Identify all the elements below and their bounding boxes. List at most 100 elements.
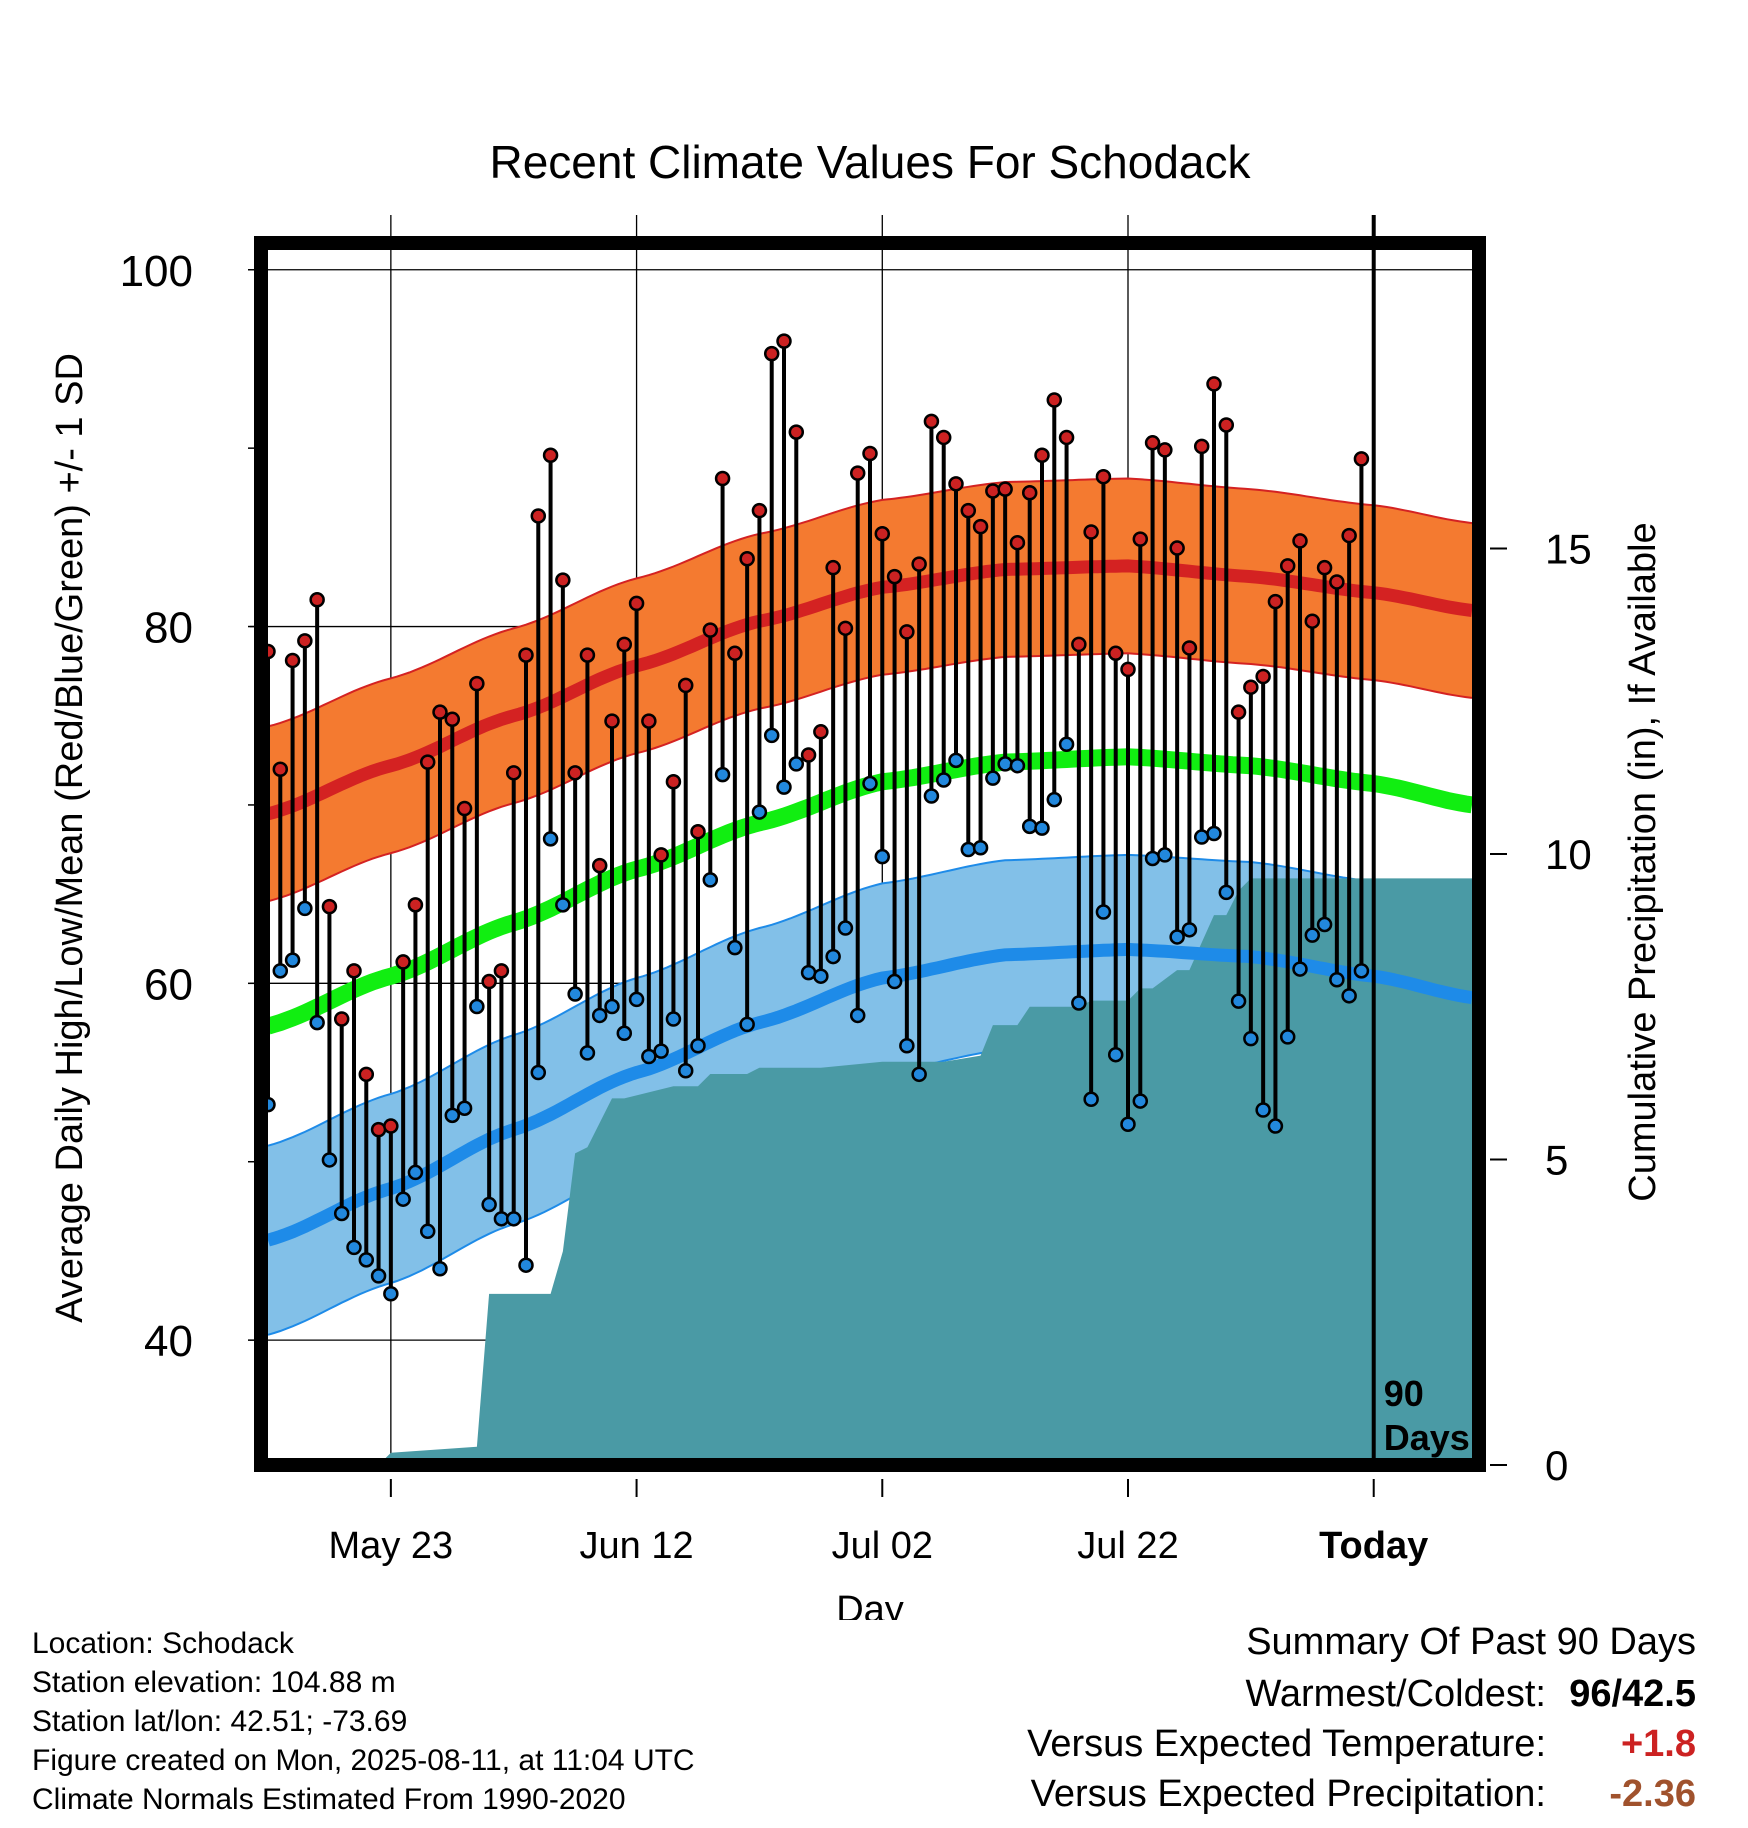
low-point	[948, 752, 964, 769]
low-point	[1046, 791, 1063, 808]
low-point	[1218, 884, 1235, 901]
low-point	[1304, 927, 1321, 943]
daily-observations	[260, 333, 1370, 1302]
summary-row-temperature: Versus Expected Temperature: +1.8	[1027, 1719, 1696, 1769]
high-point	[1341, 527, 1357, 544]
low-point	[886, 973, 903, 990]
high-sd-band	[268, 478, 1472, 902]
low-point	[333, 1205, 350, 1222]
low-point	[481, 1196, 497, 1213]
low-point	[960, 841, 977, 858]
high-point	[333, 1011, 350, 1027]
low-point	[1021, 818, 1038, 835]
low-point	[727, 939, 743, 956]
high-point	[1230, 704, 1247, 720]
high-point	[1353, 451, 1370, 467]
high-point	[481, 973, 497, 990]
low-point	[714, 766, 731, 783]
low-point	[653, 1043, 669, 1059]
high-point	[825, 559, 841, 576]
x-tick-label: Jul 02	[832, 1525, 933, 1567]
y-tick-label: 100	[120, 247, 193, 296]
low-point	[665, 1011, 682, 1027]
low-point	[1255, 1102, 1271, 1118]
high-point	[800, 747, 817, 763]
low-point	[567, 986, 583, 1002]
high-point	[886, 568, 903, 585]
today-marker-label: 90	[1384, 1373, 1424, 1414]
high-point	[346, 963, 362, 979]
high-point	[751, 502, 768, 519]
low-point	[272, 963, 289, 979]
low-point	[444, 1107, 461, 1124]
low-point	[297, 900, 313, 917]
low-point	[469, 998, 485, 1015]
low-point	[309, 1014, 325, 1031]
high-point	[383, 1118, 399, 1134]
high-point	[456, 800, 473, 817]
x-axis-label: Day	[836, 1589, 904, 1620]
low-point	[911, 1066, 927, 1083]
created-text: Figure created on Mon, 2025-08-11, at 11…	[32, 1744, 695, 1777]
high-point	[862, 445, 878, 462]
high-point	[813, 724, 829, 740]
low-point	[776, 779, 792, 795]
latlon-text: Station lat/lon: 42.51; -73.69	[32, 1705, 408, 1738]
low-point	[555, 897, 571, 913]
high-point	[407, 897, 424, 913]
high-point	[1218, 417, 1235, 433]
high-point	[641, 713, 657, 729]
summary-panel: Summary Of Past 90 Days Warmest/Coldest:…	[1027, 1617, 1696, 1819]
high-point	[665, 774, 682, 790]
low-point	[407, 1164, 424, 1181]
low-point	[862, 775, 878, 792]
low-point	[690, 1038, 706, 1054]
high-point	[899, 624, 915, 640]
low-point	[1341, 988, 1357, 1004]
normal-low-line	[266, 942, 1473, 1247]
high-point	[911, 556, 927, 572]
high-point	[1046, 392, 1063, 408]
high-point	[1144, 435, 1161, 451]
high-point	[763, 345, 780, 362]
high-point	[419, 754, 436, 770]
y2-tick-label: 5	[1545, 1137, 1568, 1184]
summary-value: -2.36	[1609, 1773, 1696, 1815]
low-point	[1095, 904, 1112, 920]
low-point	[1034, 820, 1050, 836]
x-tick-label: May 23	[329, 1525, 454, 1567]
high-point	[395, 954, 411, 970]
summary-title: Summary Of Past 90 Days	[1246, 1621, 1696, 1663]
low-point	[813, 968, 829, 984]
low-point	[1206, 825, 1222, 842]
high-point	[653, 847, 669, 863]
low-point	[763, 727, 780, 744]
high-point	[1120, 661, 1136, 678]
x-tick-label: Jun 12	[580, 1525, 694, 1567]
low-point	[788, 756, 805, 772]
low-point	[1316, 916, 1333, 933]
high-point	[935, 429, 952, 446]
low-point	[985, 770, 1001, 786]
low-point	[395, 1191, 411, 1207]
high-point	[1009, 534, 1026, 551]
low-point	[1132, 1093, 1149, 1109]
high-point	[1193, 438, 1210, 455]
y-tick-label: 80	[144, 604, 193, 653]
station-info: Location: Schodack Station elevation: 10…	[32, 1624, 695, 1819]
high-point	[985, 483, 1001, 499]
low-point	[1058, 736, 1075, 753]
high-point	[591, 857, 608, 874]
high-point	[1316, 559, 1333, 576]
low-point	[1071, 995, 1087, 1011]
high-point	[567, 765, 583, 781]
high-point	[1169, 540, 1185, 556]
low-point	[604, 998, 620, 1015]
low-point	[1157, 847, 1173, 863]
high-point	[874, 526, 891, 542]
normals-text: Climate Normals Estimated From 1990-2020	[32, 1783, 626, 1816]
low-point	[1169, 929, 1185, 945]
low-point	[739, 1016, 755, 1033]
high-point	[469, 675, 485, 692]
high-point	[1206, 376, 1222, 392]
